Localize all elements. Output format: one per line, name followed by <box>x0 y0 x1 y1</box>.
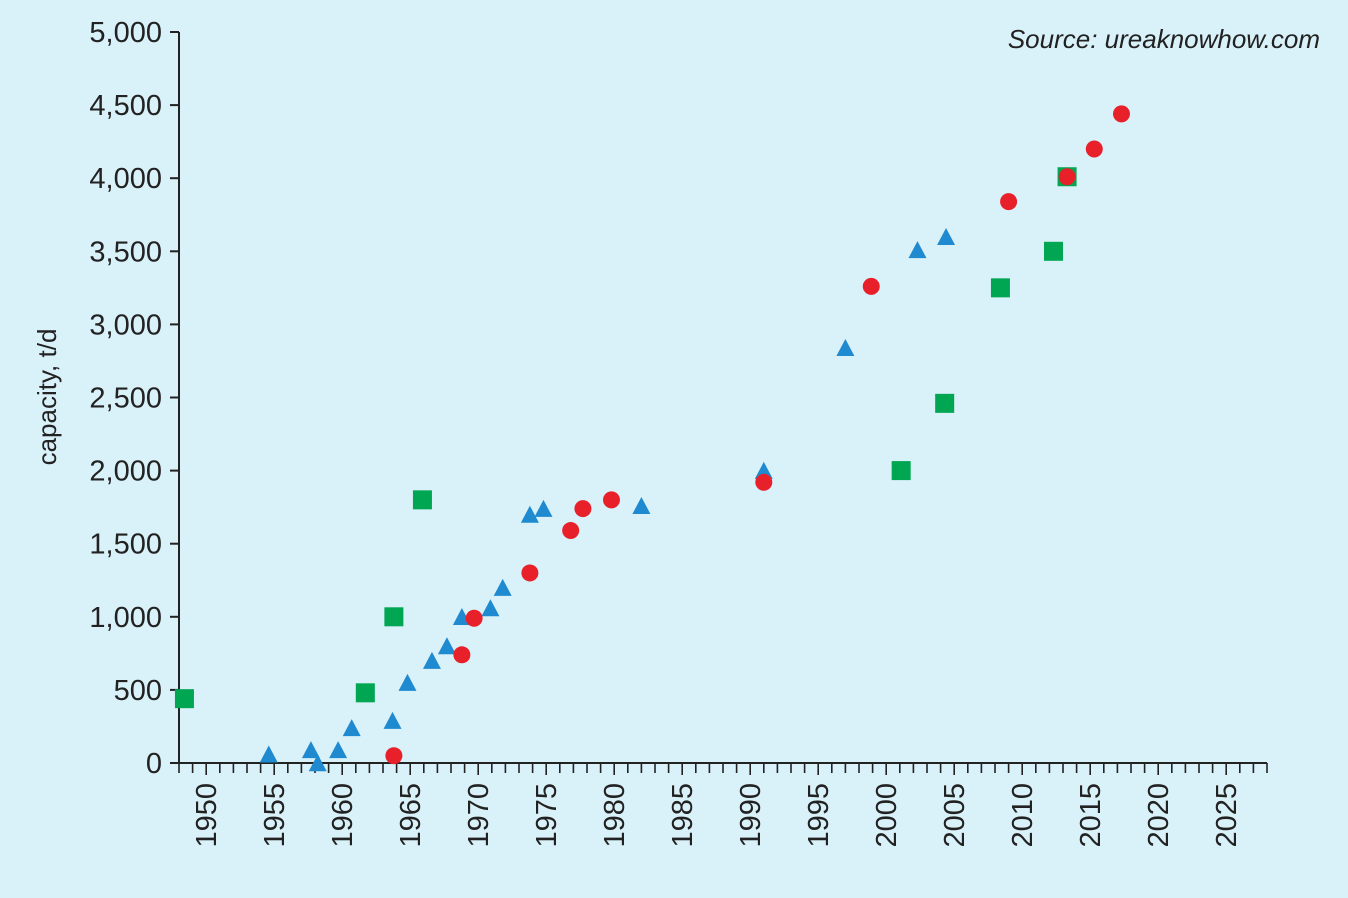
triangle-point <box>493 578 512 596</box>
axes: 0 500 1,000 1,500 2,000 2,500 3,000 3,500 4,000 4… <box>89 17 1268 848</box>
y-tick-label: 500 <box>114 675 162 707</box>
square-point <box>412 490 432 510</box>
triangle-point <box>754 461 773 479</box>
series-triangle <box>259 227 956 772</box>
x-tick-label: 1990 <box>735 783 767 848</box>
y-tick-label: 3,500 <box>89 236 162 268</box>
circle-point <box>1112 105 1130 123</box>
triangle-point <box>937 227 956 245</box>
triangle-point <box>481 599 500 617</box>
x-tick-label: 1985 <box>667 783 699 848</box>
data-points <box>174 105 1130 772</box>
triangle-point <box>520 505 539 523</box>
circle-point <box>1085 140 1103 158</box>
triangle-point <box>259 745 278 763</box>
triangle-point <box>534 499 553 517</box>
square-point <box>174 689 194 709</box>
y-axis-title: capacity, t/d <box>32 329 62 466</box>
x-tick-label: 2025 <box>1211 783 1243 848</box>
y-tick-label: 1,500 <box>89 529 162 561</box>
x-tick-label: 2010 <box>1007 783 1039 848</box>
circle-point <box>574 500 592 518</box>
x-tick-label: 1950 <box>191 783 223 848</box>
triangle-point <box>836 339 855 357</box>
y-tick-label: 1,000 <box>89 602 162 634</box>
x-tick-label: 1970 <box>463 783 495 848</box>
series-square <box>174 167 1077 709</box>
square-point <box>384 607 404 627</box>
circle-point <box>1058 168 1076 186</box>
circle-point <box>521 564 539 582</box>
y-tick-label: 2,500 <box>89 383 162 415</box>
triangle-point <box>437 637 456 655</box>
x-tick-label: 2005 <box>939 783 971 848</box>
series-circle <box>385 105 1130 765</box>
x-tick-label: 2020 <box>1143 783 1175 848</box>
circle-point <box>862 277 880 295</box>
square-point <box>990 278 1010 298</box>
x-tick-label: 1980 <box>599 783 631 848</box>
circle-point <box>755 473 773 491</box>
triangle-point <box>908 241 927 259</box>
square-point <box>1043 241 1063 261</box>
y-tick-label: 3,000 <box>89 309 162 341</box>
x-tick-label: 1995 <box>803 783 835 848</box>
circle-point <box>385 747 403 765</box>
triangle-point <box>383 711 402 729</box>
circle-point <box>453 646 471 664</box>
x-tick-label: 2015 <box>1075 783 1107 848</box>
circle-point <box>465 609 483 627</box>
y-tick-label: 4,500 <box>89 90 162 122</box>
triangle-point <box>342 719 361 737</box>
square-point <box>355 683 375 703</box>
triangle-point <box>301 741 320 759</box>
y-tick-label: 0 <box>146 748 162 780</box>
triangle-point <box>398 673 417 691</box>
circle-point <box>562 522 580 540</box>
x-tick-label: 2000 <box>871 783 903 848</box>
source-annotation: Source: ureaknowhow.com <box>1008 24 1320 54</box>
x-tick-label: 1960 <box>327 783 359 848</box>
x-tick-label: 1975 <box>531 783 563 848</box>
circle-point <box>1000 193 1018 211</box>
square-point <box>935 393 955 413</box>
triangle-point <box>329 741 348 759</box>
triangle-point <box>422 651 441 669</box>
triangle-point <box>308 754 327 772</box>
square-point <box>891 461 911 481</box>
x-tick-label: 1955 <box>259 783 291 848</box>
x-tick-label: 1965 <box>395 783 427 848</box>
triangle-point <box>632 496 651 514</box>
y-tick-label: 4,000 <box>89 163 162 195</box>
y-tick-label: 2,000 <box>89 456 162 488</box>
circle-point <box>602 491 620 509</box>
y-tick-label: 5,000 <box>89 17 162 49</box>
